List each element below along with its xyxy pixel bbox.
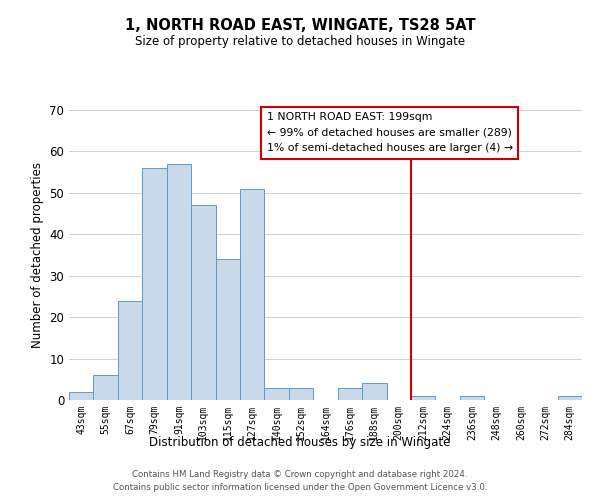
Bar	[142, 168, 167, 400]
Text: Size of property relative to detached houses in Wingate: Size of property relative to detached ho…	[135, 35, 465, 48]
Bar	[240, 188, 265, 400]
Bar	[338, 388, 362, 400]
Text: Contains HM Land Registry data © Crown copyright and database right 2024.
Contai: Contains HM Land Registry data © Crown c…	[113, 470, 487, 492]
Text: Distribution of detached houses by size in Wingate: Distribution of detached houses by size …	[149, 436, 451, 449]
Bar	[460, 396, 484, 400]
Bar	[118, 300, 142, 400]
Bar	[411, 396, 436, 400]
Bar	[191, 206, 215, 400]
Bar	[289, 388, 313, 400]
Bar	[215, 259, 240, 400]
Bar	[557, 396, 582, 400]
Text: 1 NORTH ROAD EAST: 199sqm
← 99% of detached houses are smaller (289)
1% of semi-: 1 NORTH ROAD EAST: 199sqm ← 99% of detac…	[267, 112, 513, 154]
Bar	[265, 388, 289, 400]
Bar	[167, 164, 191, 400]
Bar	[69, 392, 94, 400]
Bar	[362, 384, 386, 400]
Y-axis label: Number of detached properties: Number of detached properties	[31, 162, 44, 348]
Bar	[94, 375, 118, 400]
Text: 1, NORTH ROAD EAST, WINGATE, TS28 5AT: 1, NORTH ROAD EAST, WINGATE, TS28 5AT	[125, 18, 475, 32]
